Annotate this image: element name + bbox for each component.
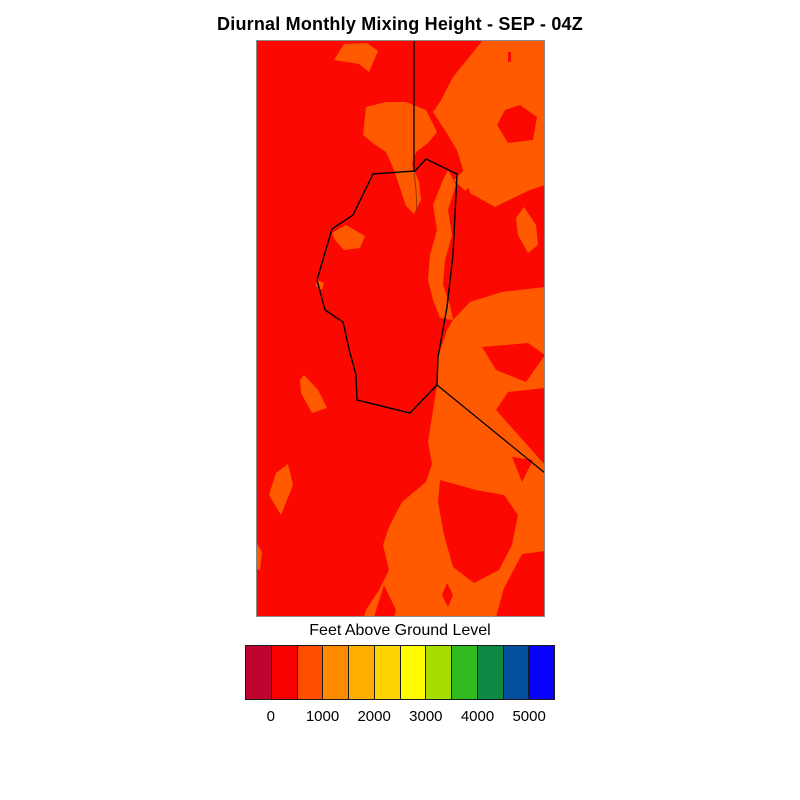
red-notch-right <box>512 457 533 482</box>
red-corner-bottom-right <box>496 551 545 617</box>
colorbar-title: Feet Above Ground Level <box>309 622 491 639</box>
river-line <box>413 170 418 213</box>
orange-region-mid-patch <box>332 225 365 250</box>
colorbar-cell <box>426 646 452 699</box>
map-low-value-islands <box>374 52 545 617</box>
orange-region-right-band <box>428 170 456 320</box>
colorbar-tick-label: 5000 <box>512 708 546 725</box>
orange-region-right-leaf <box>516 207 538 253</box>
county-boundary <box>316 158 458 414</box>
red-wedge-right-2 <box>496 388 545 465</box>
colorbar-cell <box>297 646 324 699</box>
orange-region-left-edge-sliver <box>256 542 262 570</box>
colorbar <box>245 645 555 700</box>
map-plot-area <box>256 40 546 617</box>
orange-region-diamond <box>454 169 476 191</box>
red-pentagon-top-right <box>497 105 537 143</box>
red-teardrop-bottom <box>442 583 453 607</box>
red-dash-top-right <box>508 52 511 62</box>
colorbar-cell <box>246 646 272 699</box>
chart-title: Diurnal Monthly Mixing Height - SEP - 04… <box>217 14 583 34</box>
colorbar-cell <box>477 646 504 699</box>
colorbar-cell <box>349 646 375 699</box>
colorbar-ticks: 0 1000 2000 3000 4000 5000 <box>245 708 555 730</box>
map-boundaries <box>256 40 546 617</box>
colorbar-cell <box>452 646 478 699</box>
colorbar-tick-label: 4000 <box>460 708 495 725</box>
colorbar-tick-label: 1000 <box>305 708 340 725</box>
colorbar-cell <box>503 646 530 699</box>
red-wedge-bottom <box>374 585 396 617</box>
colorbar-tick-label: 3000 <box>409 708 443 725</box>
diagonal-boundary-line <box>436 384 546 474</box>
orange-region-center <box>363 102 437 214</box>
orange-region-left-teardrop-1 <box>300 375 327 413</box>
colorbar-cell <box>529 646 554 699</box>
colorbar-tick-label: 2000 <box>357 708 391 725</box>
map-frame <box>256 40 545 617</box>
mixing-height-map <box>256 40 546 617</box>
orange-region-top-left <box>334 43 378 72</box>
colorbar-cell <box>374 646 401 699</box>
red-blob-bottom-center <box>438 480 518 583</box>
colorbar-cell <box>323 646 349 699</box>
colorbar-cell <box>400 646 427 699</box>
colorbar-cell <box>271 646 298 699</box>
orange-region-left-teardrop-2 <box>269 464 293 515</box>
colorbar-tick-label: 0 <box>266 708 275 725</box>
red-wedge-right-1 <box>482 343 545 382</box>
orange-region-top-right <box>433 40 545 207</box>
